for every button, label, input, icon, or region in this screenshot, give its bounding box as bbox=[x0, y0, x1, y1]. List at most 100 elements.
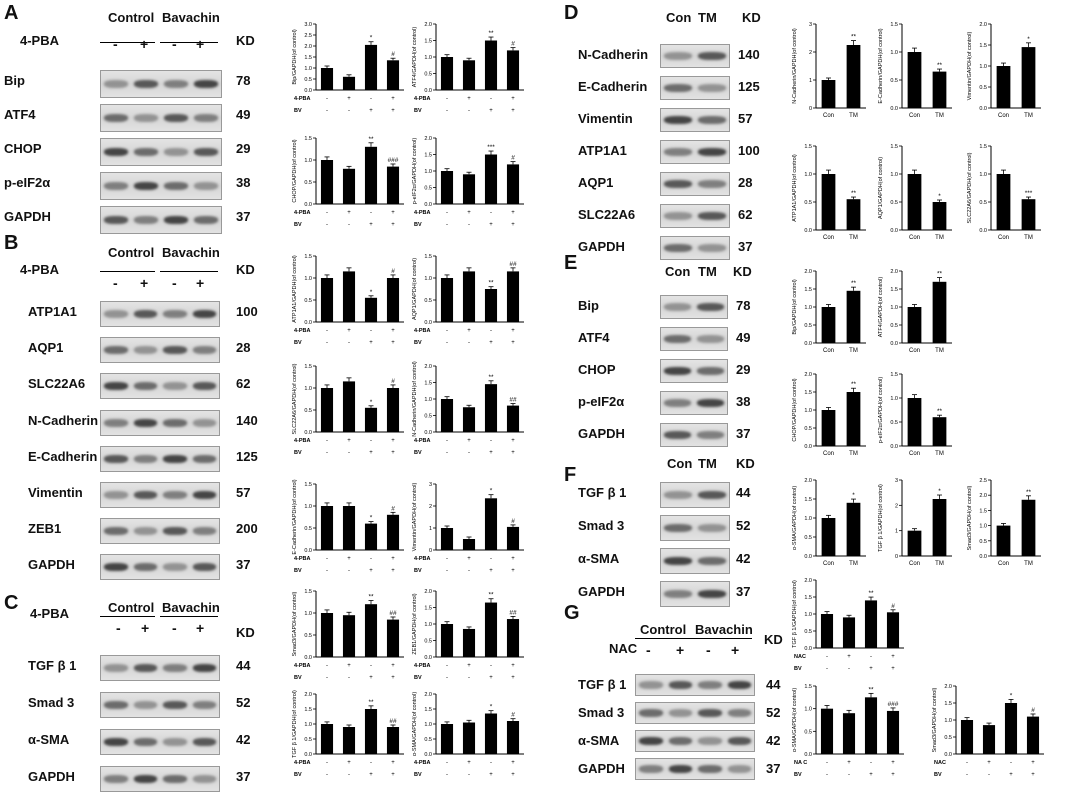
significance-mark: ## bbox=[509, 397, 517, 404]
y-tick-label: 1.5 bbox=[890, 144, 898, 150]
y-tick-label: 2.0 bbox=[424, 22, 432, 28]
condition-sign: - bbox=[326, 663, 328, 669]
y-tick-label: 1.0 bbox=[424, 276, 432, 282]
kd-value: 100 bbox=[236, 304, 258, 319]
y-tick-label: 0.0 bbox=[304, 430, 312, 436]
protein-band bbox=[163, 418, 187, 427]
bar bbox=[996, 174, 1011, 230]
condition-sign: - bbox=[326, 450, 328, 456]
condition-sign: + bbox=[511, 450, 515, 456]
y-tick-label: 2.0 bbox=[944, 684, 952, 690]
panel-letter-a: A bbox=[4, 2, 19, 24]
y-tick-label: 0.0 bbox=[890, 106, 898, 112]
protein-band bbox=[134, 216, 158, 224]
condition-sign: + bbox=[391, 663, 395, 669]
condition-row-label: BV bbox=[794, 666, 802, 672]
western-blot-strip bbox=[100, 766, 220, 792]
bar-chart-d4: ATP1A1/GAPDH(of control) 0.0 0.5 1.0 1.5 Con *… bbox=[792, 144, 866, 241]
y-axis-label: α-SMA/GAPDH(of control) bbox=[792, 486, 798, 550]
kd-value: 37 bbox=[738, 239, 753, 254]
condition-row-label: BV bbox=[934, 772, 942, 778]
blot-label: α-SMA bbox=[578, 551, 620, 566]
bar bbox=[462, 271, 476, 322]
condition-sign: + bbox=[467, 96, 471, 102]
panel-letter-c: C bbox=[4, 592, 19, 614]
bar-chart-e3: CHOP/GAPDH(of control) 0.0 0.5 1.0 1.5 2.0 Con… bbox=[792, 372, 866, 457]
significance-mark: ** bbox=[368, 594, 374, 601]
y-tick-label: 3.0 bbox=[304, 22, 312, 28]
x-tick-label: Con bbox=[823, 348, 834, 354]
significance-mark: # bbox=[391, 505, 395, 512]
blot-label: E-Cadherin bbox=[578, 79, 648, 94]
panel-letter-b: B bbox=[4, 232, 19, 254]
condition-sign: - bbox=[326, 108, 328, 114]
y-tick-label: 2.0 bbox=[979, 22, 987, 28]
bar bbox=[932, 71, 947, 108]
western-blot-strip bbox=[635, 730, 755, 752]
x-tick-label: TM bbox=[849, 113, 858, 119]
y-tick-label: 1.0 bbox=[890, 396, 898, 402]
significance-mark: ** bbox=[937, 408, 943, 415]
condition-sign: + bbox=[511, 772, 515, 778]
y-tick-label: 0.5 bbox=[304, 737, 312, 743]
western-blot-strip bbox=[660, 140, 730, 164]
x-tick-label: Con bbox=[823, 235, 834, 241]
condition-sign: + bbox=[489, 340, 493, 346]
condition-sign: + bbox=[369, 772, 373, 778]
significance-mark: # bbox=[511, 155, 515, 162]
kd-header: KD bbox=[236, 262, 255, 277]
bar bbox=[907, 398, 922, 446]
group-label-control: Control bbox=[108, 245, 155, 260]
bar bbox=[506, 619, 520, 657]
y-tick-label: 0.5 bbox=[979, 85, 987, 91]
y-tick-label: 0.5 bbox=[304, 77, 312, 83]
significance-mark: ** bbox=[851, 190, 857, 197]
treatment-sign: + bbox=[140, 275, 149, 291]
y-tick-label: 0.5 bbox=[304, 298, 312, 304]
western-blot-strip bbox=[660, 204, 730, 228]
y-axis-label: SLC22A6/GAPDH(of control) bbox=[292, 363, 298, 434]
y-tick-label: 0.5 bbox=[979, 539, 987, 545]
protein-band bbox=[194, 182, 218, 190]
significance-mark: ## bbox=[509, 261, 517, 268]
condition-sign: - bbox=[370, 210, 372, 216]
condition-sign: + bbox=[369, 222, 373, 228]
condition-sign: - bbox=[848, 772, 850, 778]
y-tick-label: 0.5 bbox=[979, 200, 987, 206]
y-tick-label: 0.5 bbox=[304, 633, 312, 639]
protein-band bbox=[104, 346, 128, 355]
condition-row-label: 4-PBA bbox=[414, 663, 431, 669]
condition-sign: + bbox=[391, 328, 395, 334]
condition-sign: - bbox=[370, 438, 372, 444]
y-tick-label: 2 bbox=[809, 50, 812, 56]
y-tick-label: 0.5 bbox=[424, 298, 432, 304]
x-tick-label: TM bbox=[1024, 235, 1033, 241]
significance-mark: # bbox=[511, 518, 515, 525]
condition-sign: - bbox=[826, 654, 828, 660]
condition-sign: + bbox=[1031, 772, 1035, 778]
bar bbox=[846, 392, 861, 446]
y-tick-label: 0.0 bbox=[804, 752, 812, 758]
condition-sign: + bbox=[511, 210, 515, 216]
bar bbox=[364, 44, 378, 90]
condition-sign: - bbox=[348, 340, 350, 346]
protein-band bbox=[192, 491, 216, 499]
bar-chart-c2: ZEB1/GAPDH(of control) 0.0 0.5 1.0 1.5 2.0 ** #… bbox=[412, 589, 524, 681]
y-tick-label: 0.0 bbox=[304, 320, 312, 326]
y-tick-label: 1.5 bbox=[804, 144, 812, 150]
protein-band bbox=[639, 709, 663, 717]
blot-label: SLC22A6 bbox=[578, 207, 636, 222]
protein-band bbox=[134, 80, 158, 88]
protein-band bbox=[104, 80, 128, 88]
treatment-sign: + bbox=[731, 642, 740, 658]
protein-band bbox=[104, 418, 128, 427]
bar bbox=[506, 50, 520, 90]
protein-band bbox=[664, 303, 691, 311]
protein-band bbox=[664, 524, 692, 532]
y-tick-label: 1.5 bbox=[304, 136, 312, 142]
y-axis-label: TGF β 1/GAPDH(of control) bbox=[292, 690, 298, 758]
y-tick-label: 0.5 bbox=[304, 408, 312, 414]
protein-band bbox=[194, 80, 218, 88]
y-axis-label: Vimentin/GAPDH(of control) bbox=[412, 483, 418, 552]
condition-row-label: 4-PBA bbox=[414, 438, 431, 444]
